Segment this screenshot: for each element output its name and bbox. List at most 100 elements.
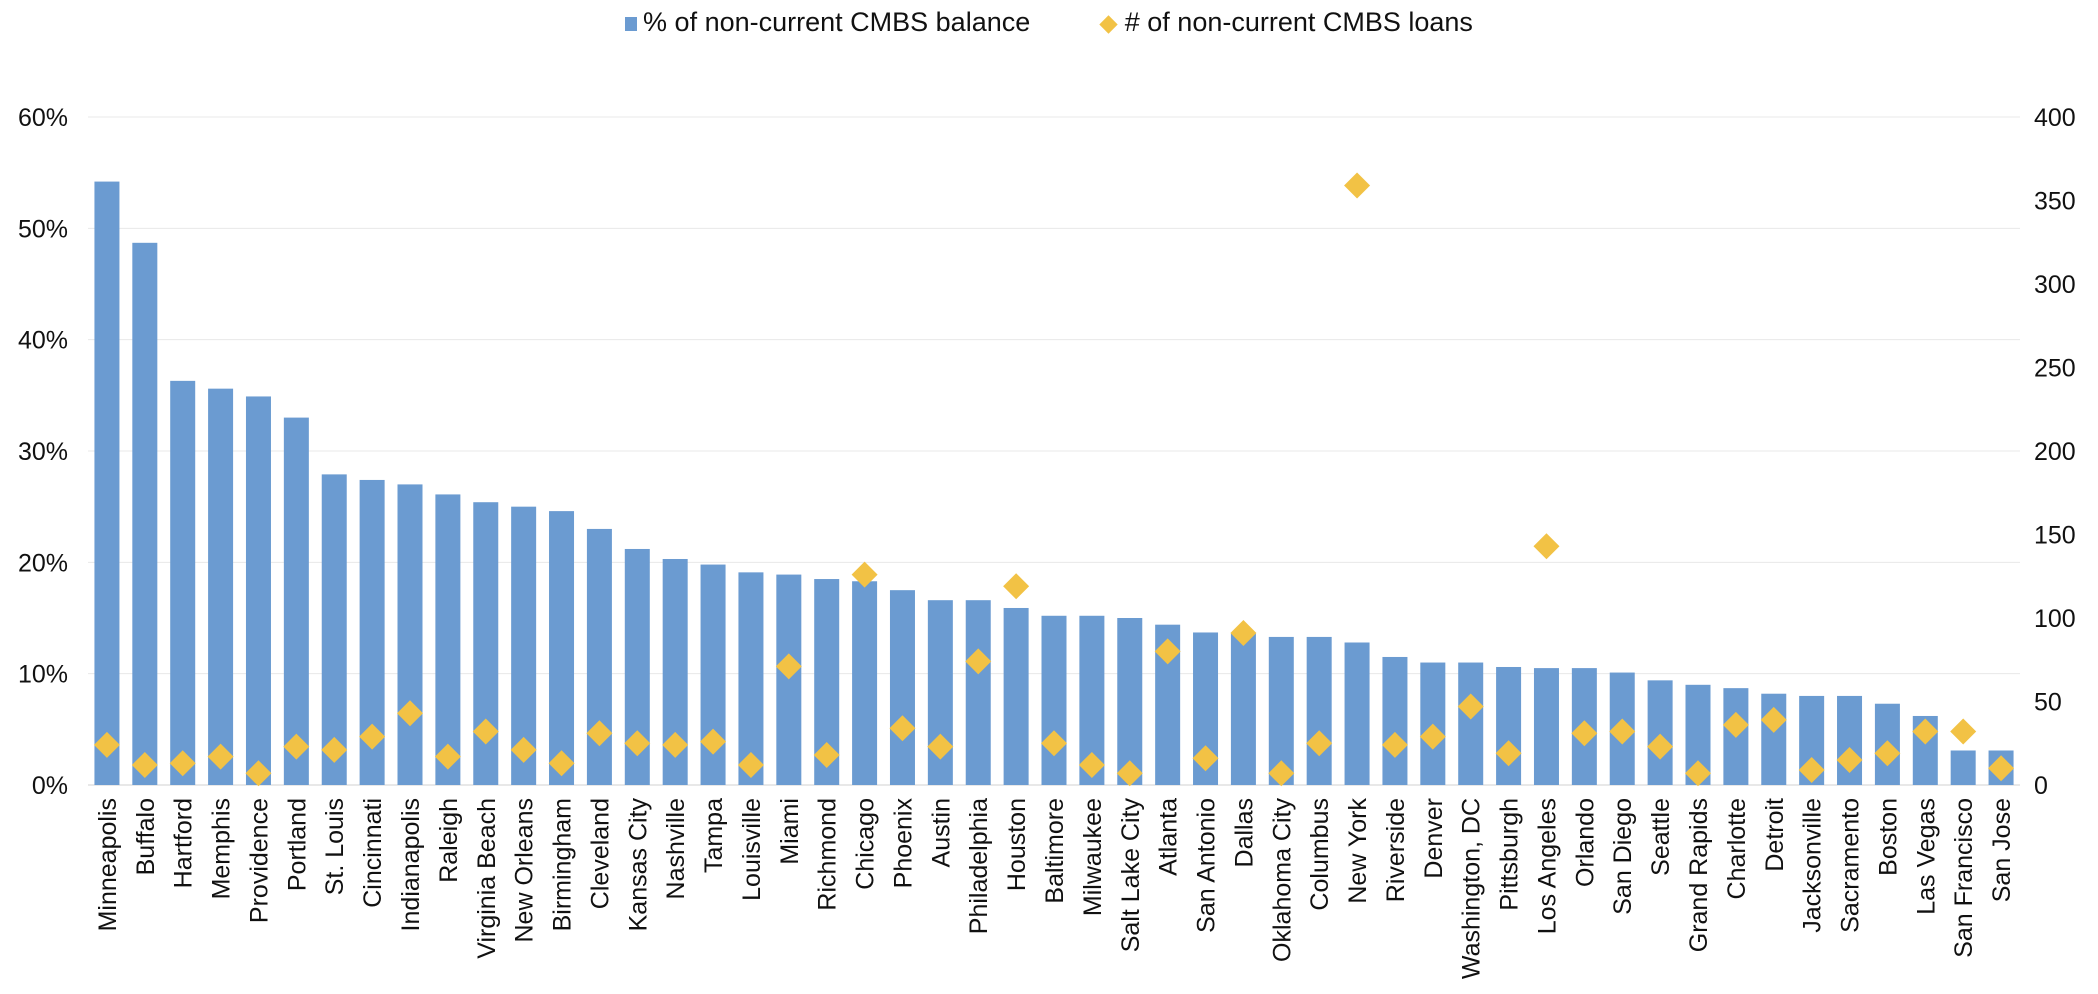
category-label: Tampa bbox=[700, 798, 728, 873]
diamond-marker bbox=[510, 736, 537, 763]
category-label: Los Angeles bbox=[1533, 798, 1561, 934]
category-label: St. Louis bbox=[321, 798, 349, 895]
diamond-marker bbox=[1571, 720, 1598, 747]
bar bbox=[889, 590, 915, 785]
bar bbox=[1306, 636, 1332, 785]
category-label: Austin bbox=[927, 798, 955, 867]
category-label: Sacramento bbox=[1837, 798, 1865, 933]
diamond-marker bbox=[1836, 746, 1863, 773]
diamond-series bbox=[93, 172, 2015, 787]
diamond-marker bbox=[1495, 740, 1522, 767]
diamond-marker bbox=[1760, 706, 1787, 733]
category-label: Dallas bbox=[1230, 798, 1258, 867]
diamond-marker bbox=[1192, 745, 1219, 772]
legend-item-balance[interactable]: % of non-current CMBS balance bbox=[625, 7, 1030, 38]
category-label: Orlando bbox=[1571, 798, 1599, 887]
diamond-marker bbox=[207, 743, 234, 770]
category-label: Riverside bbox=[1382, 798, 1410, 902]
category-label: Portland bbox=[283, 798, 311, 891]
diamond-marker bbox=[1078, 751, 1105, 778]
diamond-marker bbox=[1154, 638, 1181, 665]
category-label: Indianapolis bbox=[397, 798, 425, 931]
diamond-marker bbox=[1381, 731, 1408, 758]
legend-label-balance: % of non-current CMBS balance bbox=[643, 7, 1031, 38]
category-label: Pittsburgh bbox=[1496, 798, 1524, 911]
bar bbox=[549, 511, 575, 785]
bar bbox=[170, 380, 196, 785]
bar bbox=[1230, 633, 1256, 785]
category-label: Memphis bbox=[208, 798, 236, 899]
diamond-marker bbox=[1457, 693, 1484, 720]
right-tick-label: 300 bbox=[2034, 271, 2076, 299]
diamond-marker bbox=[131, 751, 158, 778]
bar bbox=[586, 528, 612, 785]
diamond-marker bbox=[700, 728, 727, 755]
bar bbox=[321, 474, 347, 785]
bar bbox=[1458, 662, 1484, 785]
right-tick-label: 200 bbox=[2034, 438, 2076, 466]
category-label: Buffalo bbox=[132, 798, 160, 875]
category-label: Providence bbox=[245, 798, 273, 923]
diamond-marker bbox=[1798, 756, 1825, 783]
bar bbox=[283, 417, 309, 785]
left-tick-label: 40% bbox=[18, 327, 68, 355]
category-label: Houston bbox=[1003, 798, 1031, 891]
diamond-marker bbox=[321, 736, 348, 763]
category-label: Detroit bbox=[1761, 798, 1789, 872]
diamond-marker bbox=[1003, 573, 1030, 600]
right-tick-label: 100 bbox=[2034, 605, 2076, 633]
left-tick-label: 10% bbox=[18, 661, 68, 689]
diamond-marker bbox=[1306, 730, 1333, 757]
legend-label-loans: # of non-current CMBS loans bbox=[1124, 7, 1473, 38]
diamond-marker bbox=[93, 731, 120, 758]
left-tick-label: 20% bbox=[18, 549, 68, 577]
diamond-marker bbox=[1912, 718, 1939, 745]
bar bbox=[852, 581, 878, 785]
diamond-marker bbox=[397, 700, 423, 727]
category-label: Denver bbox=[1420, 798, 1448, 879]
category-label: San Diego bbox=[1609, 798, 1637, 915]
bar bbox=[94, 181, 120, 785]
diamond-marker bbox=[1647, 733, 1674, 760]
category-label: Seattle bbox=[1647, 798, 1675, 876]
category-label: Minneapolis bbox=[94, 798, 122, 931]
diamond-marker bbox=[662, 731, 689, 758]
category-label: New Orleans bbox=[511, 798, 539, 943]
diamond-marker bbox=[548, 750, 575, 777]
bar bbox=[132, 242, 158, 786]
category-label: Richmond bbox=[814, 798, 842, 911]
diamond-marker bbox=[245, 760, 272, 787]
category-label: Charlotte bbox=[1723, 798, 1751, 899]
diamond-marker bbox=[1988, 755, 2015, 782]
legend-item-loans[interactable]: # of non-current CMBS loans bbox=[1099, 7, 1473, 38]
diamond-marker bbox=[586, 720, 613, 747]
left-tick-label: 0% bbox=[32, 772, 68, 800]
category-label: Atlanta bbox=[1155, 798, 1183, 876]
diamond-marker bbox=[1268, 760, 1295, 787]
category-label: Philadelphia bbox=[965, 798, 993, 934]
diamond-marker bbox=[1116, 760, 1143, 787]
diamond-marker bbox=[775, 653, 802, 680]
chart-legend: % of non-current CMBS balance # of non-c… bbox=[0, 6, 2098, 38]
bar bbox=[1950, 750, 1976, 785]
legend-swatch-bar bbox=[625, 17, 638, 32]
category-label: Salt Lake City bbox=[1117, 798, 1145, 953]
bar bbox=[397, 484, 423, 785]
diamond-marker bbox=[1609, 718, 1636, 745]
bar bbox=[1117, 618, 1143, 785]
category-label: Hartford bbox=[170, 798, 198, 888]
right-tick-label: 0 bbox=[2034, 772, 2048, 800]
diamond-marker bbox=[851, 561, 878, 588]
category-label: New York bbox=[1344, 798, 1372, 904]
diamond-marker bbox=[1950, 718, 1977, 745]
right-tick-label: 150 bbox=[2034, 522, 2076, 550]
diamond-marker bbox=[359, 723, 386, 750]
bar bbox=[738, 572, 764, 785]
category-label: Cincinnati bbox=[359, 798, 387, 908]
bar bbox=[1647, 680, 1673, 785]
diamond-marker bbox=[434, 743, 461, 770]
diamond-marker bbox=[1344, 172, 1371, 199]
diamond-marker bbox=[1533, 533, 1560, 560]
right-tick-label: 250 bbox=[2034, 355, 2076, 383]
bar bbox=[1496, 666, 1522, 785]
